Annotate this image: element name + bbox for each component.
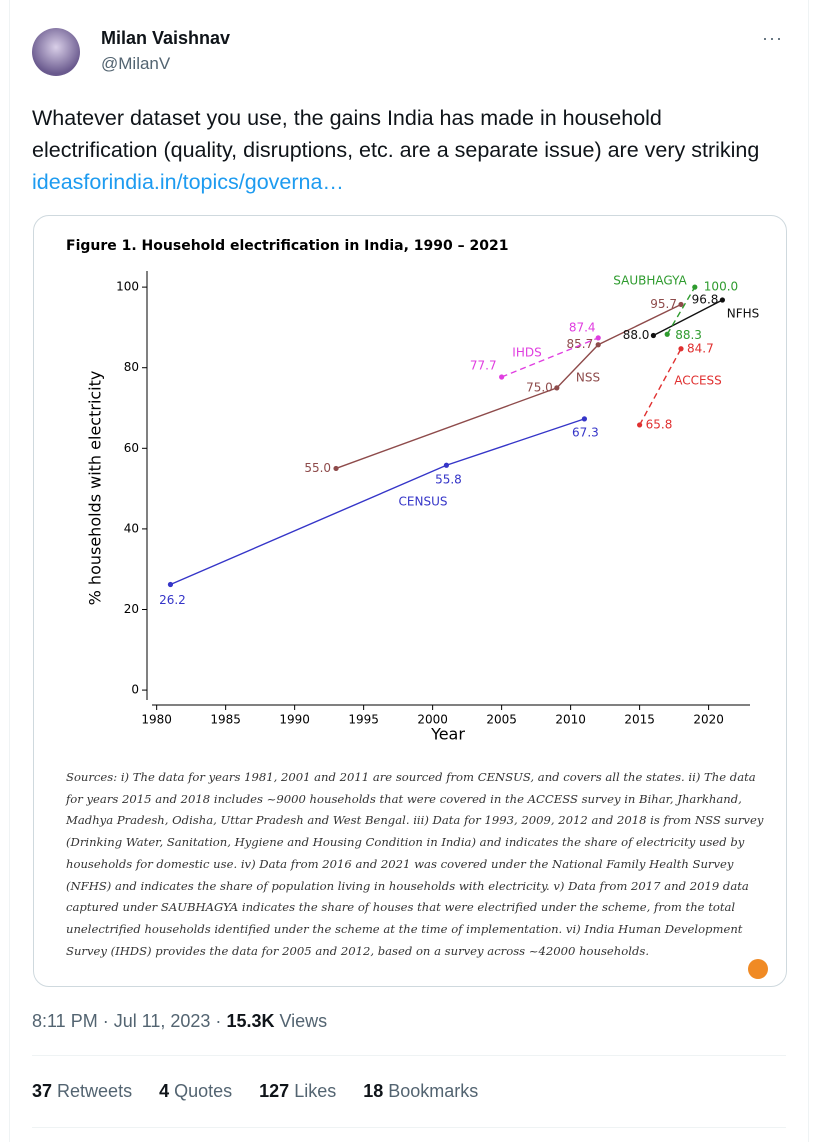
series-label: SAUBHAGYA [613,274,687,288]
point [692,284,698,290]
series-label: IHDS [512,346,541,360]
series-label: NSS [576,371,600,385]
border [9,0,10,1142]
series-line [335,303,682,470]
timestamp: 8:11 PM · Jul 11, 2023 · 15.3K Views [32,1011,327,1032]
avatar[interactable] [32,28,80,76]
stat[interactable]: 127 Likes [259,1081,336,1102]
icon [748,959,768,979]
views-label: Views [274,1011,328,1031]
x-tick-label: 2015 [624,713,655,727]
stat-label: Likes [289,1081,337,1101]
data-label: 87.4 [569,320,596,334]
series-label: NFHS [727,307,760,321]
data-label: 77.7 [470,358,497,372]
point [678,346,684,352]
series-line [638,348,682,426]
stat-label: Quotes [169,1081,233,1101]
data-label: 65.8 [646,417,673,431]
views: 15.3K [226,1011,275,1031]
point [719,297,726,303]
data-label: 26.2 [159,593,186,607]
data-label: 96.8 [692,293,719,307]
series-line [666,286,696,335]
x-tick-label: 2010 [555,713,586,727]
data-label: 55.0 [304,461,331,475]
stat[interactable]: 4 Quotes [159,1081,232,1102]
data-label: 88.3 [675,328,702,342]
point [333,465,339,472]
stats: 37 Retweets 4 Quotes 127 Likes 18 Bookmarks [32,1081,478,1102]
divider [32,1127,786,1128]
data-label: 100.0 [704,280,738,294]
stat[interactable]: 37 Retweets [32,1081,132,1102]
point [443,462,450,468]
stat-count: 18 [363,1081,384,1101]
x-tick-label: 1990 [279,713,310,727]
point [650,332,657,339]
author-handle[interactable]: @MilanV [101,54,171,73]
text: Whatever dataset you use, the gains Indi… [32,106,760,162]
time[interactable]: 8:11 PM · Jul 11, 2023 · [32,1011,227,1031]
x-tick-label: 1985 [210,713,241,727]
stat-count: 4 [159,1081,170,1101]
point [499,374,505,380]
data-label: 75.0 [526,380,553,394]
y-tick-label: 40 [124,521,139,535]
sources: Sources: i) The data for years 1981, 200… [66,770,764,958]
chart-title: Figure 1. Household electrification in I… [66,238,508,254]
y-tick-label: 0 [131,683,139,697]
tweet-text: Whatever dataset you use, the gains Indi… [32,102,772,198]
point [167,581,174,588]
data-label: 84.7 [687,341,714,355]
data-label: 67.3 [572,425,599,439]
divider [32,1055,786,1056]
y-tick-label: 60 [124,441,139,455]
card[interactable] [33,215,787,987]
point [554,385,560,391]
y-tick-label: 20 [124,602,139,616]
stat-label: Bookmarks [383,1081,479,1101]
point [595,335,601,341]
link[interactable]: ideasforindia.in/topics/governa… [32,170,344,194]
data-label: 95.7 [650,297,677,311]
point [637,422,643,428]
data-label: 55.8 [435,473,462,487]
series-label: CENSUS [399,495,448,509]
stat[interactable]: 18 Bookmarks [363,1081,478,1102]
x-axis-label: Year [430,725,465,744]
point [678,301,684,308]
x-tick-label: 2000 [417,713,448,727]
point [595,342,601,348]
point [664,331,670,337]
series-line [170,418,585,586]
y-tick-label: 100 [116,280,139,294]
stat-count: 37 [32,1081,53,1101]
data-label: 88.0 [623,328,650,342]
y-tick-label: 80 [124,360,139,374]
stat-count: 127 [259,1081,290,1101]
x-tick-label: 2020 [693,713,724,727]
border [808,0,809,1142]
x-tick-label: 1995 [348,713,379,727]
series-label: ACCESS [674,374,722,388]
more-menu[interactable]: ··· [762,28,783,48]
series-line [501,337,599,378]
x-tick-label: 1980 [141,713,172,727]
stat-label: Retweets [52,1081,133,1101]
series-line [653,299,723,337]
data-label: 85.7 [566,337,593,351]
chart: Figure 1. Household electrification in I… [66,238,760,744]
point [581,416,588,422]
author-name[interactable]: Milan Vaishnav [101,28,231,48]
x-tick-label: 2005 [486,713,517,727]
y-axis-label: % households with electricity [86,371,105,606]
